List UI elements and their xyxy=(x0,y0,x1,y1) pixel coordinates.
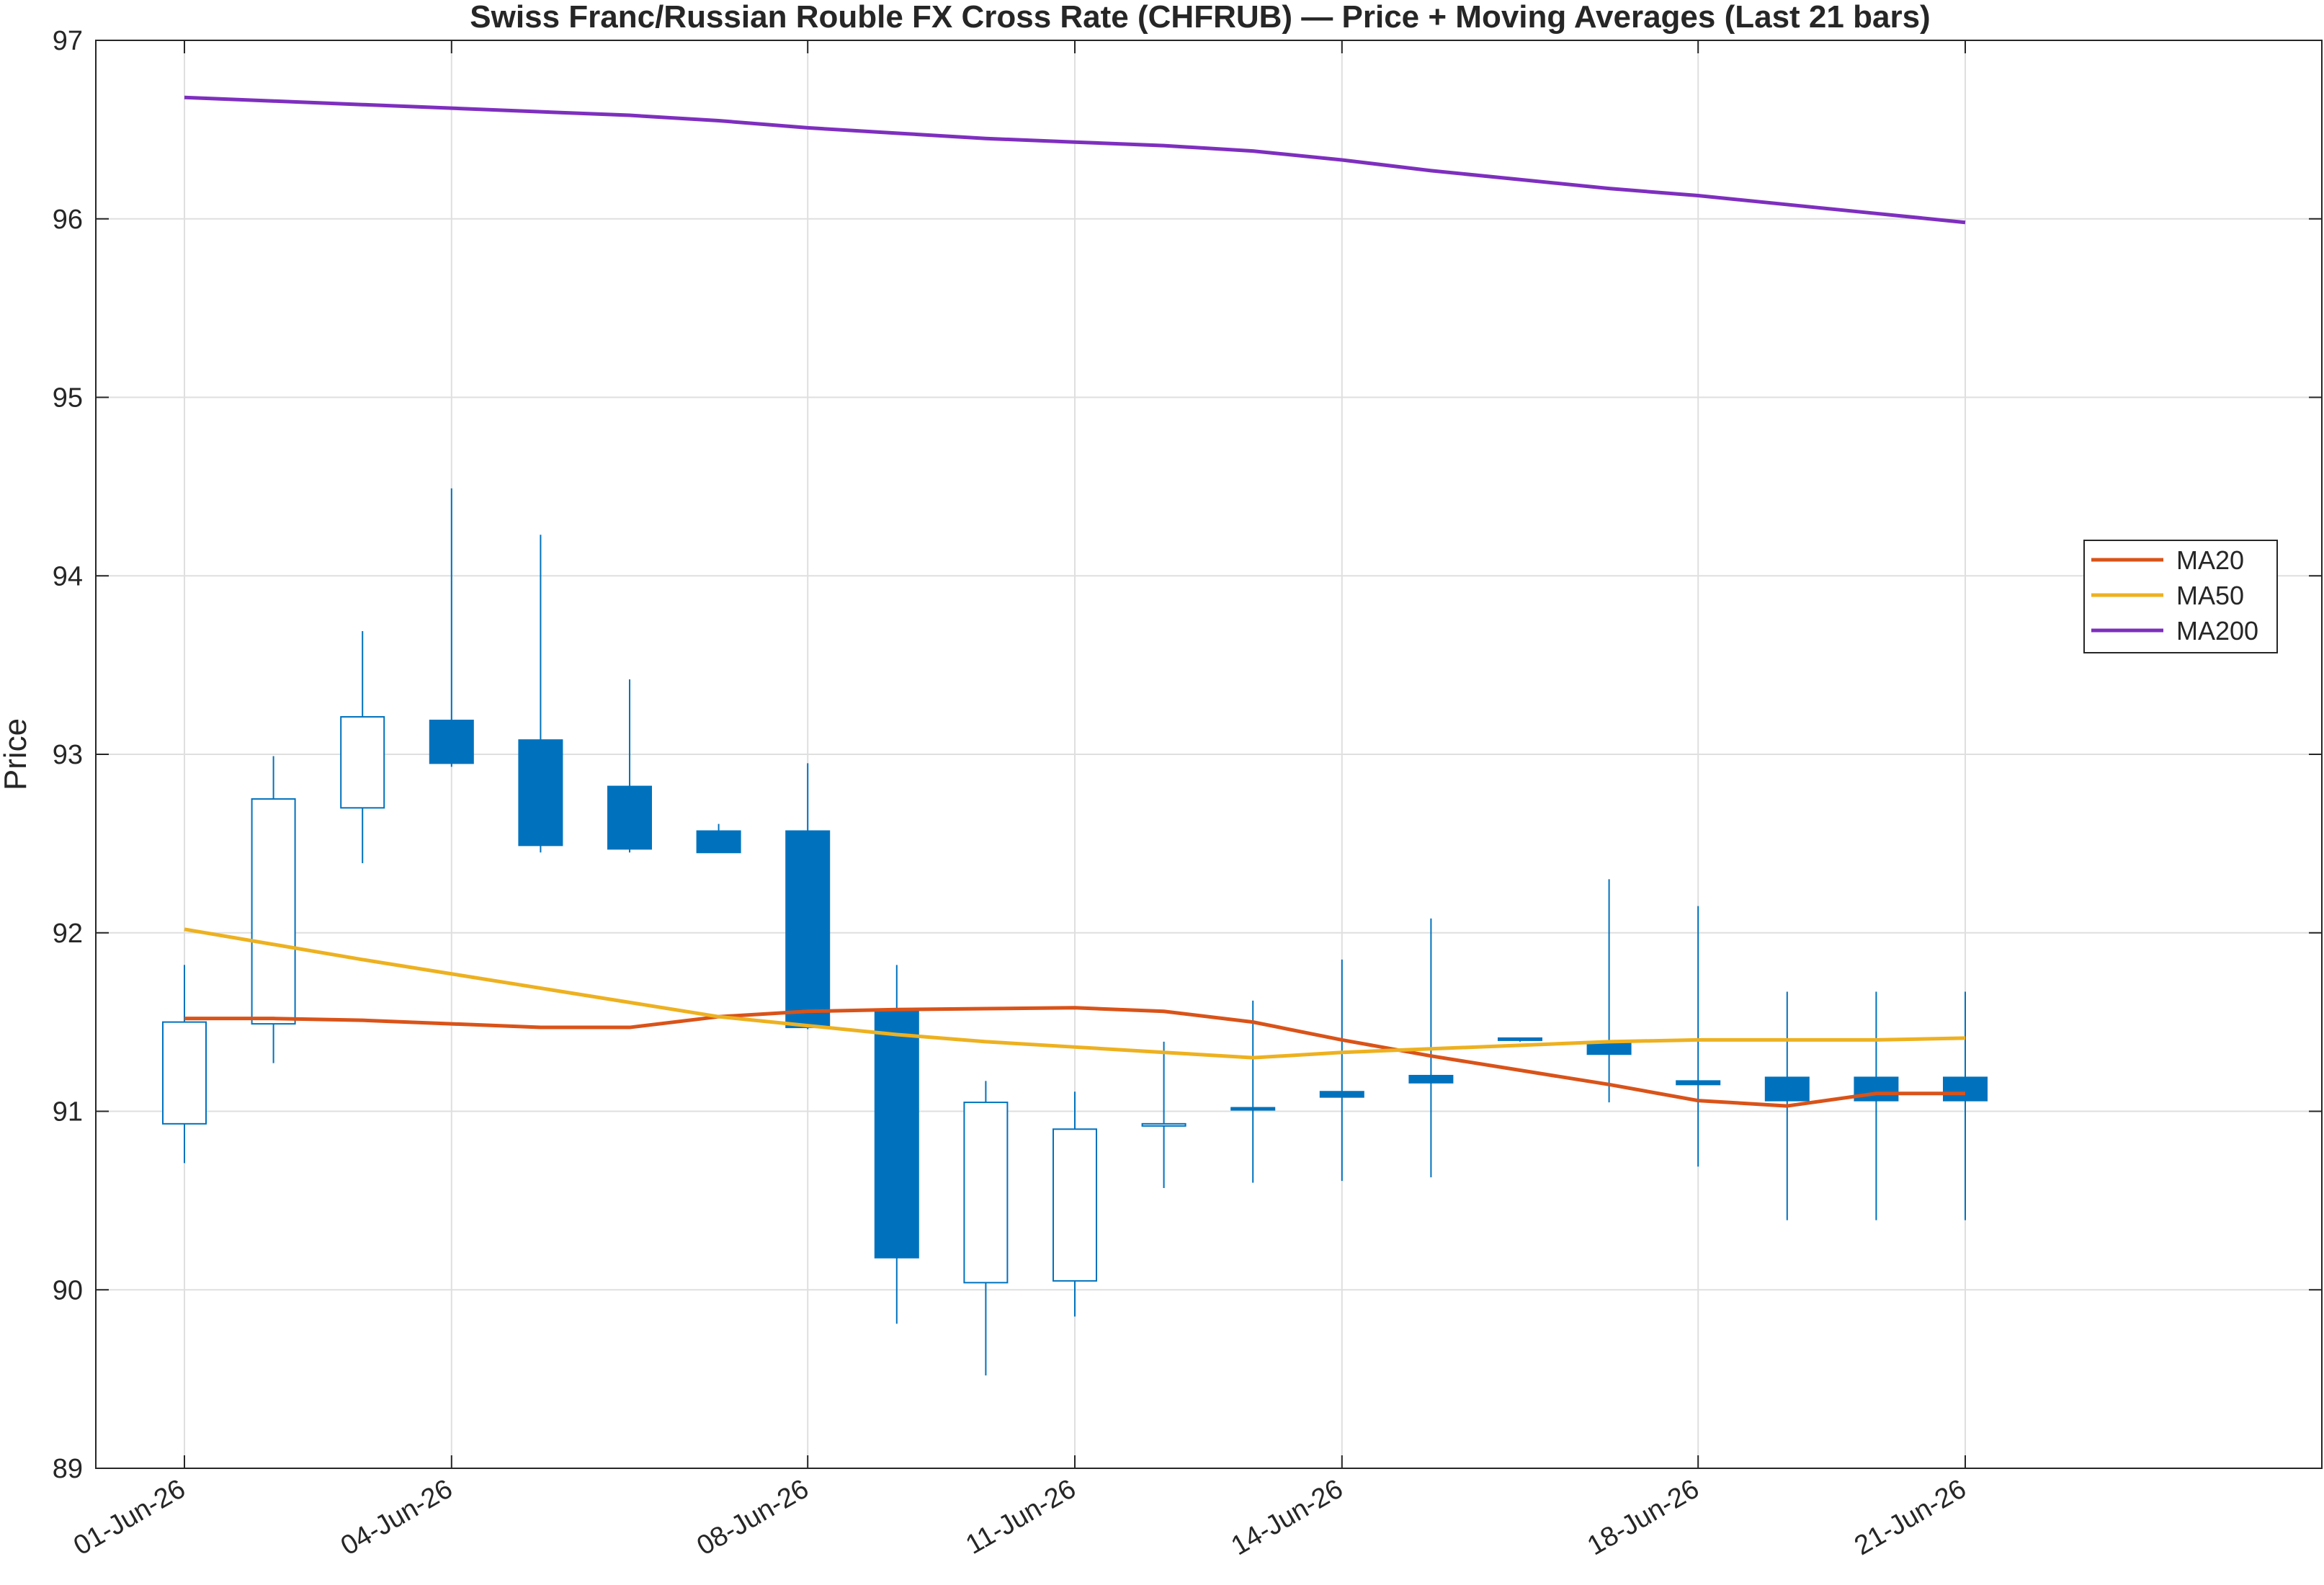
candles xyxy=(162,488,1988,1376)
y-tick-label: 95 xyxy=(53,383,83,414)
candle xyxy=(251,756,296,1063)
y-tick-label: 90 xyxy=(53,1275,83,1305)
candle-body-down xyxy=(1943,1076,1988,1102)
candle xyxy=(429,488,474,767)
y-tick-label: 92 xyxy=(53,919,83,949)
candle-body-up xyxy=(1141,1122,1186,1127)
y-tick-label: 93 xyxy=(53,740,83,770)
legend: MA20 MA50 MA200 xyxy=(2083,540,2278,653)
candle xyxy=(1854,991,1899,1220)
candle xyxy=(340,631,385,864)
ma50-line xyxy=(184,927,1966,1060)
y-tick-label: 91 xyxy=(53,1097,83,1128)
x-tick-label: 21-Jun-26 xyxy=(1849,1473,1971,1561)
moving-average-lines xyxy=(184,95,1966,1108)
candle xyxy=(1586,879,1632,1103)
candle xyxy=(1943,991,1988,1220)
candle xyxy=(1230,1000,1276,1183)
chart-title: Swiss Franc/Russian Rouble FX Cross Rate… xyxy=(470,0,1930,35)
candle-body-down xyxy=(1230,1107,1276,1111)
candle-body-up xyxy=(1052,1128,1097,1282)
candle-body-down xyxy=(785,830,831,1029)
candle xyxy=(785,763,831,1030)
candle-body-down xyxy=(429,719,474,764)
candle xyxy=(1052,1091,1097,1317)
legend-label: MA200 xyxy=(2176,616,2258,646)
y-tick-label: 94 xyxy=(53,561,83,591)
ma200-line xyxy=(184,95,1966,225)
candle-body-down xyxy=(1408,1074,1454,1084)
y-axis: 89 90 91 92 93 94 95 96 97 xyxy=(53,26,2322,1484)
candle-body-down xyxy=(1764,1076,1810,1102)
candle-body-down xyxy=(1854,1076,1899,1102)
candle-body-down xyxy=(1676,1080,1721,1086)
ma20-line xyxy=(184,1006,1965,1108)
candle xyxy=(1141,1041,1186,1189)
x-tick-label: 01-Jun-26 xyxy=(68,1473,190,1561)
candle xyxy=(696,823,741,854)
x-tick-label: 14-Jun-26 xyxy=(1226,1473,1348,1561)
x-tick-label: 11-Jun-26 xyxy=(961,1473,1081,1561)
candle xyxy=(162,965,207,1164)
candle-body-up xyxy=(162,1021,207,1125)
y-tick-label: 96 xyxy=(53,205,83,235)
candle xyxy=(518,535,563,853)
candle-body-down xyxy=(696,830,741,854)
candle xyxy=(963,1081,1009,1376)
candle xyxy=(1319,959,1364,1182)
legend-label: MA50 xyxy=(2176,581,2244,610)
x-tick-label: 18-Jun-26 xyxy=(1583,1473,1704,1561)
candle-body-up xyxy=(963,1102,1009,1284)
candle-body-down xyxy=(1498,1037,1542,1041)
candle-body-down xyxy=(874,1010,919,1259)
candle xyxy=(874,965,919,1324)
candle xyxy=(607,679,652,853)
y-tick-label: 89 xyxy=(53,1454,83,1484)
x-tick-label: 08-Jun-26 xyxy=(692,1473,814,1561)
candle xyxy=(1498,1037,1542,1042)
candle-body-down xyxy=(518,739,563,847)
candle xyxy=(1676,906,1721,1167)
candle-body-up xyxy=(340,715,385,809)
x-tick-label: 04-Jun-26 xyxy=(336,1473,457,1561)
y-tick-label: 97 xyxy=(53,26,83,56)
candle-body-down xyxy=(1319,1091,1364,1098)
legend-label: MA20 xyxy=(2176,545,2244,575)
candle-body-down xyxy=(607,785,652,850)
candle-body-up xyxy=(251,798,296,1025)
y-axis-label: Price xyxy=(0,718,33,790)
